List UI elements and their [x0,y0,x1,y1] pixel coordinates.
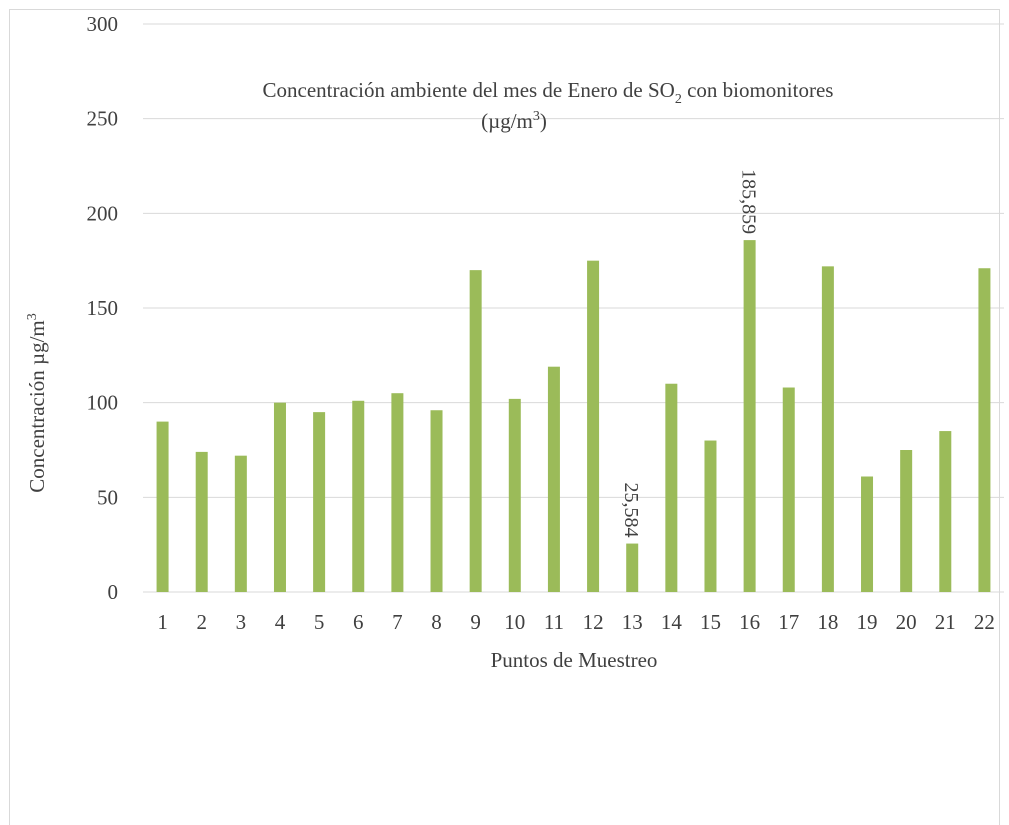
bar [861,476,874,592]
bar [587,260,600,592]
y-tick-label: 0 [108,580,119,604]
x-tick-label: 11 [544,610,564,634]
x-axis-label: Puntos de Muestreo [491,648,658,672]
gridlines [143,23,1004,593]
chart-title-line1: Concentración ambiente del mes de Enero … [263,78,834,107]
x-tick-label: 22 [974,610,995,634]
y-tick-label: 200 [87,201,119,225]
x-tick-label: 2 [196,610,207,634]
x-tick-label: 12 [583,610,604,634]
bar [626,543,639,592]
x-tick-label: 4 [275,610,286,634]
x-tick-label: 1 [157,610,168,634]
x-tick-label: 14 [661,610,683,634]
bar [900,450,913,592]
x-tick-label: 17 [778,610,799,634]
bar [704,440,717,592]
x-tick-label: 10 [504,610,525,634]
x-tick-label: 21 [935,610,956,634]
y-axis-label: Concentración µg/m3 [25,313,49,492]
chart-frame [9,9,1000,825]
x-tick-label: 13 [622,610,643,634]
y-tick-label: 150 [87,296,119,320]
x-tick-label: 8 [431,610,442,634]
x-tick-label: 6 [353,610,364,634]
bar [273,402,286,592]
y-tick-label: 100 [87,391,119,415]
bar [391,393,404,592]
data-labels: 25,584 185,859 [620,169,759,537]
x-tick-label: 16 [739,610,760,634]
bar [665,383,678,592]
bar [469,270,482,592]
data-label: 25,584 [620,483,642,538]
bars [156,240,991,592]
bar [978,268,991,592]
bar [821,266,834,592]
x-tick-label: 3 [236,610,247,634]
x-tick-label: 18 [817,610,838,634]
x-tick-label: 9 [470,610,481,634]
bar [782,387,795,592]
data-label: 185,859 [738,169,760,234]
bar [547,366,560,592]
x-tick-label: 20 [896,610,917,634]
x-tick-label: 5 [314,610,325,634]
y-tick-label: 250 [87,107,119,131]
x-tick-label: 15 [700,610,721,634]
bar [234,455,247,592]
y-tick-label: 300 [87,12,119,36]
bar [352,400,365,592]
chart-title-line2: (µg/m3) [481,109,547,133]
y-axis-ticks: 0 50 100 150 200 250 300 [87,12,119,604]
bar [430,410,443,592]
bar [508,398,521,592]
bar [156,421,169,592]
bar [939,431,952,592]
bar [313,412,326,592]
bar [743,240,756,592]
y-tick-label: 50 [97,485,118,509]
x-tick-label: 7 [392,610,403,634]
bar [195,451,208,592]
x-tick-label: 19 [857,610,878,634]
x-axis-ticks: 1 2 3 4 5 6 7 8 9 10 11 12 13 14 15 16 17 18 19 20 21 22 [157,610,995,634]
